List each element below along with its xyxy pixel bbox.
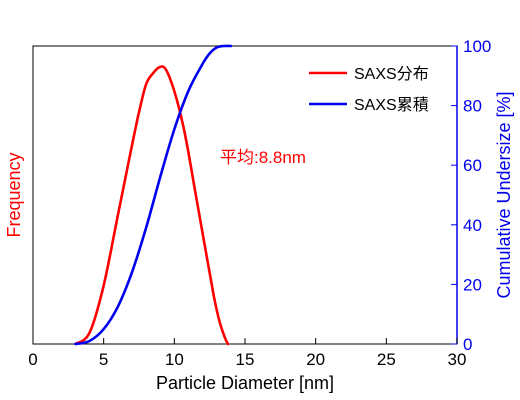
x-tick-label: 25 xyxy=(377,350,396,369)
x-tick-label: 0 xyxy=(28,350,37,369)
x-tick-label: 10 xyxy=(165,350,184,369)
right-axis-ticks: 0 20 40 60 80 100 xyxy=(451,37,491,354)
x-axis-title: Particle Diameter [nm] xyxy=(156,373,334,393)
right-tick-label: 80 xyxy=(463,97,482,116)
legend-label-frequency: SAXS分布 xyxy=(354,65,429,83)
x-tick-label: 20 xyxy=(306,350,325,369)
left-axis-title: Frequency xyxy=(4,152,24,237)
right-tick-label: 0 xyxy=(463,335,472,354)
x-tick-label: 15 xyxy=(236,350,255,369)
x-tick-label: 5 xyxy=(99,350,108,369)
legend-label-cumulative: SAXS累積 xyxy=(354,96,429,114)
right-tick-label: 60 xyxy=(463,156,482,175)
right-tick-label: 40 xyxy=(463,216,482,235)
series-frequency-line xyxy=(74,65,230,346)
plot-frame xyxy=(32,45,458,345)
x-axis-ticks: 0 5 10 15 20 25 30 xyxy=(28,338,466,369)
right-axis-title: Cumulative Undersize [%] xyxy=(494,91,514,298)
right-tick-label: 20 xyxy=(463,275,482,294)
x-tick-label: 30 xyxy=(448,350,467,369)
mean-annotation: 平均:8.8nm xyxy=(220,148,306,167)
legend: SAXS分布 SAXS累積 xyxy=(309,65,429,114)
right-tick-label: 100 xyxy=(463,37,491,56)
series-cumulative-line xyxy=(74,44,233,346)
